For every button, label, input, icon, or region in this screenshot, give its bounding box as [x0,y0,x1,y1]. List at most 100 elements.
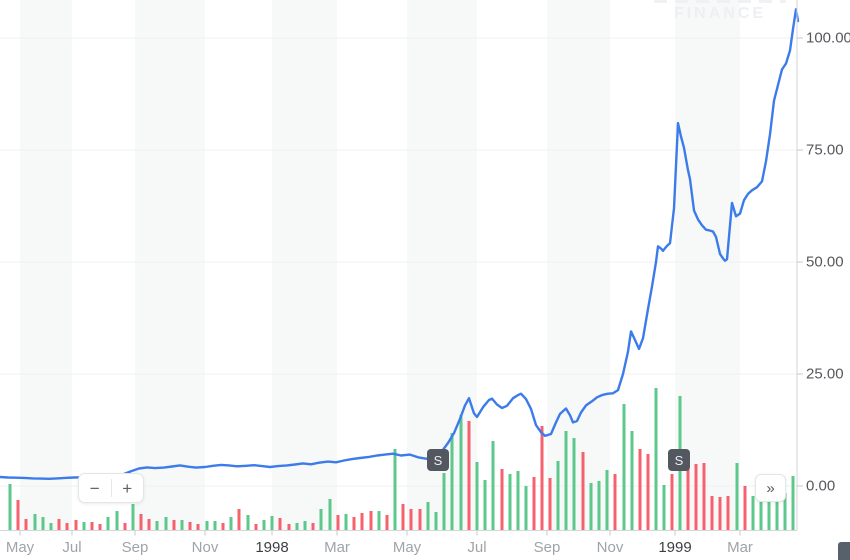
volume-bar [500,469,504,530]
volume-bar [123,523,127,530]
volume-bar [524,486,528,530]
volume-bar [409,509,413,530]
zoom-out-button[interactable]: − [79,474,111,502]
volume-bar [694,464,698,530]
volume-bar [205,521,209,530]
volume-bar [262,520,266,530]
volume-bar [791,476,795,530]
volume-bar [295,523,299,530]
volume-bar [783,493,787,530]
volume-bar [115,511,119,530]
volume-bar [57,519,61,530]
month-band [547,0,610,531]
volume-bar [180,520,184,530]
volume-bar [229,517,233,530]
volume-bar [33,514,37,530]
volume-bar [147,519,151,530]
volume-bar [164,517,168,530]
volume-bar [467,421,471,530]
volume-bar [718,497,722,530]
x-axis-label: 1999 [658,539,692,556]
volume-bar [605,470,609,530]
volume-bar [556,461,560,530]
volume-bar [646,454,650,530]
volume-bar [237,509,241,530]
volume-bar [589,483,593,530]
volume-bar [442,473,446,530]
volume-bar [393,449,397,530]
month-band [272,0,337,531]
volume-bar [743,486,747,530]
volume-bar [221,523,225,530]
zoom-divider [110,479,112,497]
volume-bar [16,500,20,530]
volume-bar [418,509,422,530]
y-axis-label: 50.00 [806,253,844,271]
volume-bar [90,522,94,530]
volume-bar [188,522,192,530]
volume-bar [65,523,69,530]
volume-bar [401,504,405,530]
volume-bar [670,474,674,530]
volume-bar [41,517,45,530]
x-axis-label: May [5,539,35,556]
volume-bar [426,502,430,530]
volume-bar [751,496,755,530]
volume-bar [622,404,626,530]
y-axis-label: 75.00 [806,141,844,159]
volume-bar [196,524,200,530]
volume-bar [74,520,78,530]
volume-bar [278,518,282,530]
volume-bar [726,496,730,530]
volume-bar [131,504,135,530]
scroll-forward-button[interactable]: » [755,474,786,502]
x-axis-label: Mar [324,539,350,556]
volume-bar [336,515,340,530]
volume-bar [106,517,110,530]
volume-bar [303,521,307,530]
volume-bar [491,441,495,530]
volume-bar [328,499,332,530]
x-axis-label: Mar [727,539,753,556]
volume-bar [344,514,348,530]
volume-bar [459,415,463,530]
x-axis-label: Jul [467,539,487,556]
volume-bar [385,515,389,530]
split-marker[interactable]: S [427,449,449,471]
x-axis-label: 1998 [255,539,289,556]
volume-bar [475,462,479,530]
volume-bar [270,516,274,530]
y-axis-label: 0.00 [806,477,836,495]
volume-bar [377,511,381,530]
volume-bar [352,517,356,530]
volume-bar [508,474,512,530]
volume-bar [172,520,176,530]
volume-bar [654,388,658,530]
volume-bar [516,471,520,530]
price-line [0,8,800,480]
volume-bar [613,474,617,530]
zoom-in-button[interactable]: + [112,474,144,502]
month-band [675,0,740,531]
volume-bar [735,463,739,530]
month-band [135,0,205,531]
volume-bar [710,496,714,530]
volume-bar [311,523,315,530]
y-axis-label: 100.00 [806,29,850,47]
volume-bar [155,521,159,530]
volume-bar [139,514,143,530]
volume-bar [686,459,690,530]
zoom-control: − + [78,473,144,503]
volume-bar [564,431,568,530]
volume-bar [759,501,763,530]
volume-bar [630,431,634,530]
volume-bar [450,433,454,530]
split-marker[interactable]: S [668,449,690,471]
volume-bar [483,480,487,530]
volume-bar [98,524,102,530]
x-axis-label: Nov [191,539,219,556]
volume-bar [572,438,576,530]
volume-bar [213,521,217,530]
volume-bar [246,515,250,530]
